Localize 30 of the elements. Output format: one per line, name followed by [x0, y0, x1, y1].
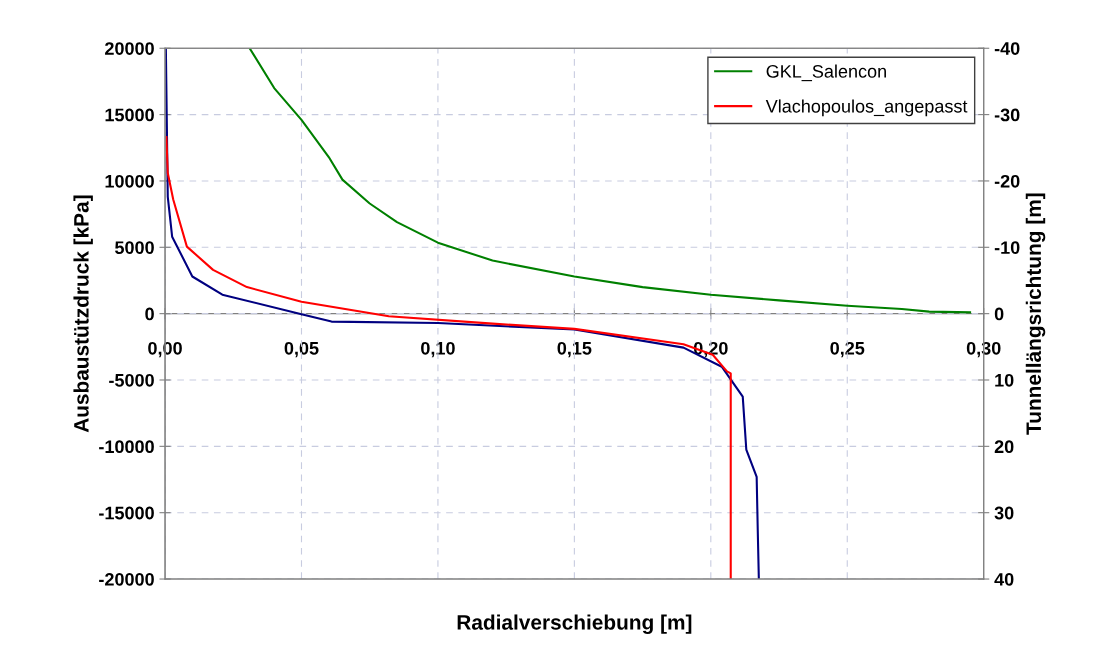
y2-tick-label: -40 [994, 42, 1020, 55]
y-tick-label: 20000 [105, 42, 154, 55]
y-tick-label: -15000 [99, 506, 154, 520]
x-tick-label: 0,00 [148, 341, 182, 358]
y2-tick-label: -20 [994, 174, 1020, 188]
y-tick-label: 0 [145, 307, 154, 321]
y-tick-label: -10000 [99, 440, 154, 454]
y-tick-label: 15000 [105, 108, 154, 122]
line-series [248, 48, 972, 314]
y2-tick-label: 30 [994, 506, 1014, 520]
y2-tick-label: 0 [994, 307, 1004, 321]
y-axis-title: Ausbaustützdruck [kPa] [73, 195, 93, 433]
y-tick-label: 10000 [105, 174, 154, 188]
y2-axis-title: Tunnellängsrichtung [m] [1025, 193, 1046, 435]
y-tick-label: -5000 [109, 373, 154, 387]
y2-tick-label: 40 [994, 572, 1014, 586]
x-tick-label: 0,15 [557, 341, 592, 358]
x-tick-label: 0,25 [830, 341, 865, 358]
y2-tick-label: -10 [994, 241, 1020, 255]
legend-label: Vlachopoulos_angepasst [765, 99, 968, 117]
y-tick-label: -20000 [99, 572, 154, 586]
y2-tick-label: 10 [995, 373, 1014, 387]
x-axis-title: Radialverschiebung [m] [457, 614, 692, 634]
legend-label: GKL_Salencon [766, 64, 886, 82]
x-tick-label: 0,30 [966, 341, 1001, 358]
y2-tick-label: 20 [994, 440, 1014, 454]
x-tick-label: 0,10 [421, 341, 455, 358]
y-tick-label: 5000 [115, 241, 154, 255]
x-tick-label: 0,05 [284, 341, 319, 358]
y2-tick-label: -30 [994, 108, 1020, 122]
